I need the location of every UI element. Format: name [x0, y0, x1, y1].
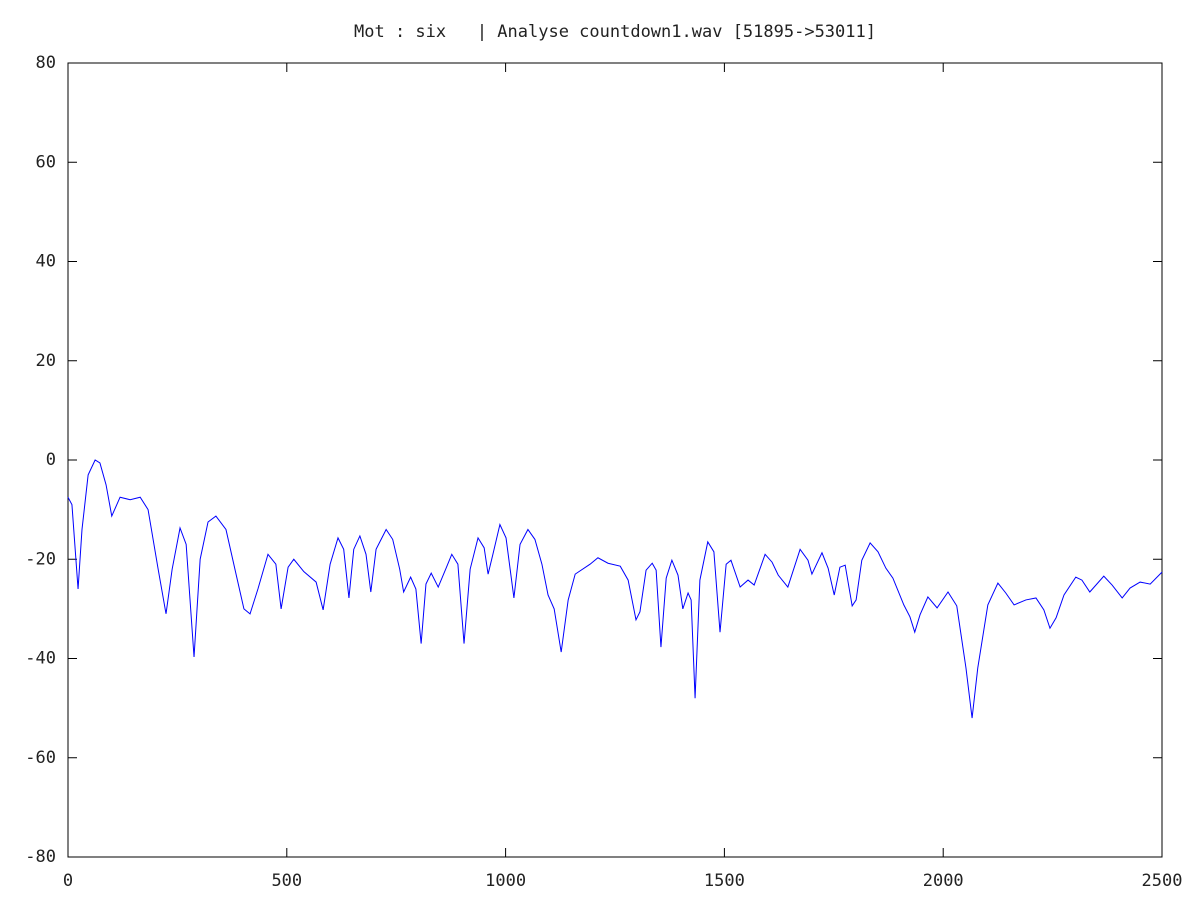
y-tick-label: -80	[25, 847, 56, 867]
x-tick-label: 1500	[704, 871, 745, 891]
y-tick-label: 20	[36, 351, 56, 371]
x-tick-label: 2000	[923, 871, 964, 891]
x-tick-label: 1000	[485, 871, 526, 891]
y-tick-label: 60	[36, 152, 56, 172]
x-tick-label: 0	[63, 871, 73, 891]
x-tick-label: 2500	[1142, 871, 1183, 891]
y-tick-label: -40	[25, 649, 56, 669]
y-tick-label: -20	[25, 549, 56, 569]
x-tick-label: 500	[271, 871, 302, 891]
y-tick-label: 0	[46, 450, 56, 470]
y-tick-label: 40	[36, 252, 56, 272]
y-tick-label: -60	[25, 748, 56, 768]
chart-title: Mot : six | Analyse countdown1.wav [5189…	[354, 22, 876, 42]
plot-frame	[67, 62, 1163, 858]
y-tick-label: 80	[36, 53, 56, 73]
data-line	[67, 459, 1163, 719]
